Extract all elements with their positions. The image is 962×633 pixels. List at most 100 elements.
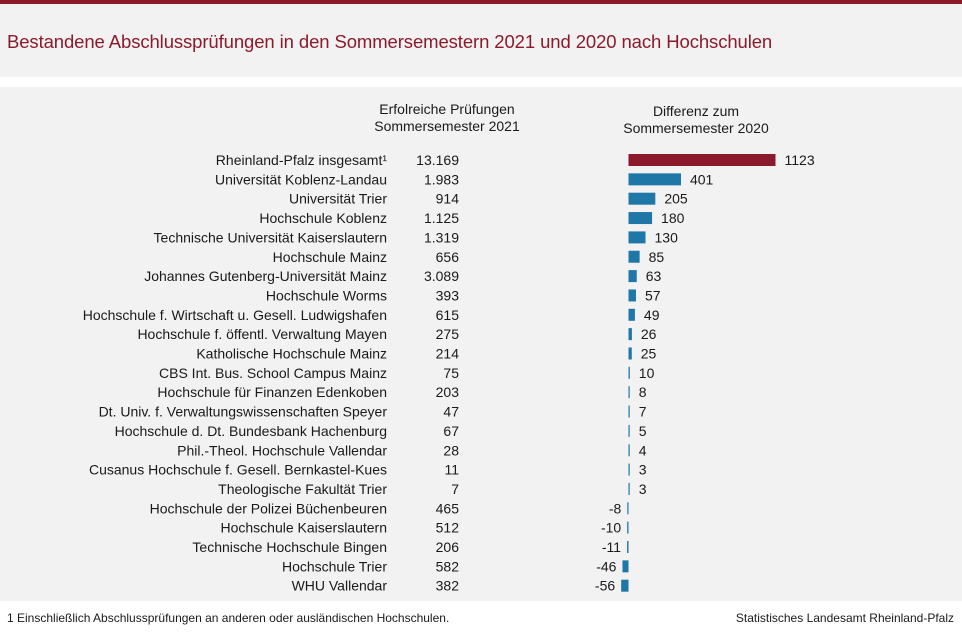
count-value: 914 — [436, 191, 460, 207]
category-label: Hochschule Worms — [266, 287, 387, 303]
category-label: Hochschule f. öffentl. Verwaltung Mayen — [137, 326, 387, 342]
diff-bar — [628, 366, 630, 379]
diff-data-label: 4 — [639, 442, 647, 458]
category-label: Johannes Gutenberg-Universität Mainz — [144, 268, 387, 284]
diff-bar — [627, 502, 629, 515]
count-value: 11 — [444, 462, 459, 478]
diff-bar — [628, 231, 646, 244]
diff-data-label: -46 — [596, 558, 616, 574]
diff-data-label: 130 — [655, 229, 679, 245]
count-value: 393 — [436, 287, 460, 303]
diff-data-label: -8 — [609, 500, 622, 516]
category-label: Cusanus Hochschule f. Gesell. Bernkastel… — [89, 462, 387, 478]
diff-data-label: 1123 — [785, 152, 815, 168]
diff-bar — [628, 386, 630, 399]
diff-bar — [628, 328, 632, 341]
diff-data-label: 49 — [644, 307, 660, 323]
diff-bar — [628, 308, 635, 321]
diff-data-label: 401 — [690, 171, 714, 187]
diff-data-label: 3 — [639, 481, 647, 497]
count-column-header: Erfolreiche Prüfungen Sommersemester 202… — [366, 101, 528, 135]
diff-data-label: -56 — [595, 578, 615, 594]
diff-bar — [628, 424, 630, 437]
diff-bar — [621, 579, 629, 592]
diff-data-label: 85 — [649, 249, 665, 265]
diff-data-label: 57 — [645, 287, 661, 303]
category-label: Katholische Hochschule Mainz — [196, 346, 387, 362]
diff-bar — [628, 173, 681, 186]
count-value: 582 — [436, 558, 460, 574]
count-value: 206 — [436, 539, 460, 555]
footnote: 1 Einschließlich Abschlussprüfungen an a… — [7, 611, 450, 625]
category-label: Theologische Fakultät Trier — [218, 481, 387, 497]
chart-title: Bestandene Abschlussprüfungen in den Som… — [7, 31, 773, 52]
category-label: Dt. Univ. f. Verwaltungswissenschaften S… — [99, 404, 388, 420]
diff-bar — [628, 463, 630, 476]
plot-background — [0, 87, 962, 601]
category-label: Hochschule der Polizei Büchenbeuren — [150, 500, 387, 516]
diff-data-label: 5 — [639, 423, 647, 439]
diff-bar — [628, 289, 636, 302]
source-note: Statistisches Landesamt Rheinland-Pfalz — [735, 611, 954, 625]
category-label: Rheinland-Pfalz insgesamt¹ — [216, 152, 388, 168]
count-value: 75 — [443, 365, 459, 381]
count-value: 1.319 — [424, 229, 459, 245]
category-label: Phil.-Theol. Hochschule Vallendar — [177, 442, 387, 458]
category-label: Hochschule d. Dt. Bundesbank Hachenburg — [115, 423, 387, 439]
count-value: 1.983 — [424, 171, 459, 187]
diff-data-label: -10 — [601, 520, 621, 536]
count-value: 3.089 — [424, 268, 459, 284]
diff-bar — [628, 405, 630, 418]
diff-bar — [628, 192, 656, 205]
diff-header-line-2: Sommersemester 2020 — [623, 120, 769, 136]
category-label: WHU Vallendar — [292, 578, 388, 594]
diff-bar — [628, 212, 653, 225]
count-value: 465 — [436, 500, 460, 516]
category-label: Hochschule Kaiserslautern — [220, 520, 387, 536]
diff-header-line-1: Differenz zum — [652, 103, 740, 119]
diff-data-label: 10 — [639, 365, 655, 381]
top-accent-bar — [0, 0, 962, 4]
title-band — [0, 4, 962, 77]
diff-data-label: 205 — [664, 191, 688, 207]
diff-bar — [628, 444, 630, 457]
count-value: 382 — [436, 578, 460, 594]
diff-data-label: -11 — [602, 539, 621, 555]
diff-bar — [622, 560, 629, 573]
diff-bar — [628, 482, 630, 495]
count-value: 1.125 — [424, 210, 459, 226]
diff-bar — [628, 347, 632, 360]
diff-bar — [627, 541, 629, 553]
diff-column-header: Differenz zum Sommersemester 2020 — [612, 103, 780, 137]
diff-data-label: 63 — [646, 268, 662, 284]
category-label: Technische Universität Kaiserslautern — [154, 229, 387, 245]
diff-data-label: 180 — [661, 210, 685, 226]
diff-data-label: 25 — [641, 346, 657, 362]
count-value: 275 — [436, 326, 460, 342]
count-value: 214 — [436, 346, 460, 362]
category-label: Hochschule Mainz — [273, 249, 387, 265]
category-label: Universität Trier — [289, 191, 387, 207]
category-label: Hochschule für Finanzen Edenkoben — [157, 384, 387, 400]
diff-data-label: 26 — [641, 326, 657, 342]
diff-data-label: 8 — [639, 384, 647, 400]
diff-bar — [628, 270, 637, 283]
count-value: 13.169 — [416, 152, 459, 168]
diff-bar — [627, 521, 629, 534]
category-label: Hochschule f. Wirtschaft u. Gesell. Ludw… — [83, 307, 387, 323]
count-value: 7 — [451, 481, 459, 497]
diff-data-label: 7 — [639, 404, 647, 420]
count-value: 47 — [443, 404, 459, 420]
category-label: Technische Hochschule Bingen — [192, 539, 387, 555]
count-header-line-1: Erfolreiche Prüfungen — [379, 101, 515, 117]
category-label: Hochschule Trier — [282, 558, 387, 574]
separator — [0, 77, 962, 87]
category-label: CBS Int. Bus. School Campus Mainz — [159, 365, 387, 381]
category-label: Universität Koblenz-Landau — [215, 171, 387, 187]
count-value: 656 — [436, 249, 460, 265]
category-label: Hochschule Koblenz — [259, 210, 387, 226]
diff-data-label: 3 — [639, 462, 647, 478]
count-header-line-2: Sommersemester 2021 — [374, 118, 520, 134]
count-value: 512 — [436, 520, 460, 536]
